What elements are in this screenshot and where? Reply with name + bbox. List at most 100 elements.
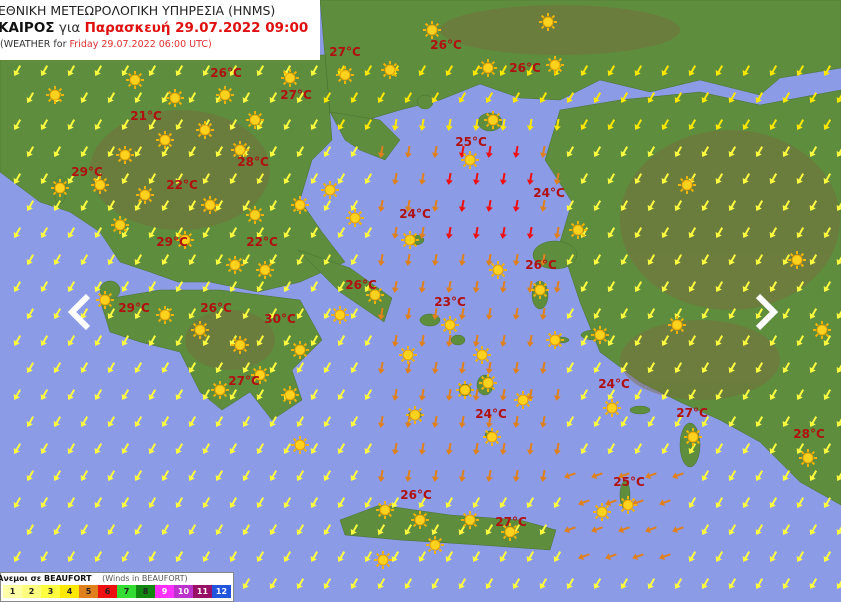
beaufort-level-5: 5 xyxy=(79,585,98,598)
wind-arrow-icon xyxy=(458,199,466,212)
wind-arrow-icon xyxy=(566,362,575,374)
wind-arrow-icon xyxy=(337,281,346,293)
wind-arrow-icon xyxy=(755,254,764,266)
wind-arrow-icon xyxy=(796,497,805,509)
previous-button[interactable] xyxy=(62,292,98,332)
wind-arrow-icon xyxy=(715,389,724,401)
wind-arrow-icon xyxy=(607,443,616,455)
wind-arrow-icon xyxy=(418,118,426,131)
wind-arrow-icon xyxy=(40,281,49,293)
island-thasos xyxy=(416,94,434,110)
wind-arrow-icon xyxy=(229,65,238,77)
wind-arrow-icon xyxy=(823,497,832,509)
land-turkey xyxy=(544,89,841,506)
wind-arrow-icon xyxy=(512,199,520,212)
wind-arrow-icon xyxy=(323,524,332,536)
wind-arrow-icon xyxy=(364,281,373,293)
sun-icon xyxy=(291,341,309,359)
wind-arrow-icon xyxy=(283,119,292,131)
weather-symbols xyxy=(46,13,831,569)
wind-arrow-icon xyxy=(458,578,467,590)
wind-arrow-icon xyxy=(688,65,697,77)
wind-arrow-icon xyxy=(742,281,751,293)
wind-arrow-icon xyxy=(242,470,251,482)
wind-arrow-icon xyxy=(310,227,319,239)
wind-arrow-icon xyxy=(40,173,49,185)
wind-arrow-icon xyxy=(80,92,89,104)
wind-arrow-icon xyxy=(618,526,630,533)
wind-arrow-icon xyxy=(121,65,130,77)
wind-arrow-icon xyxy=(445,226,453,239)
next-button[interactable] xyxy=(748,292,784,332)
wind-arrow-icon xyxy=(269,308,278,320)
wind-arrow-icon xyxy=(769,497,778,509)
wind-arrow-icon xyxy=(580,65,589,77)
beaufort-level-11: 11 xyxy=(193,585,212,598)
wind-arrow-icon xyxy=(13,551,22,563)
wind-arrow-icon xyxy=(202,65,211,77)
wind-arrow-icon xyxy=(364,389,373,401)
wind-arrow-icon xyxy=(526,497,535,509)
wind-arrow-icon xyxy=(161,470,170,482)
temperature-label: 27°C xyxy=(329,45,361,59)
sun-icon xyxy=(291,436,309,454)
sun-icon xyxy=(406,406,424,424)
wind-arrow-icon xyxy=(566,416,575,428)
wind-arrow-icon xyxy=(175,65,184,77)
wind-arrow-icon xyxy=(769,281,778,293)
wind-arrow-icon xyxy=(94,119,103,131)
wind-arrow-icon xyxy=(458,415,466,428)
wind-arrow-icon xyxy=(578,553,590,560)
land-masses xyxy=(0,0,841,551)
wind-arrow-icon xyxy=(715,335,724,347)
wind-arrow-icon xyxy=(13,497,22,509)
wind-arrow-icon xyxy=(134,416,143,428)
wind-arrow-icon xyxy=(256,389,265,401)
wind-arrow-icon xyxy=(175,119,184,131)
weather-label: ΚΑΙΡΟΣ xyxy=(0,20,55,36)
wind-arrow-icon xyxy=(755,524,764,536)
wind-arrow-icon xyxy=(337,443,346,455)
wind-arrow-icon xyxy=(728,308,737,320)
sun-icon xyxy=(423,21,441,39)
wind-arrow-icon xyxy=(593,92,602,104)
wind-arrow-icon xyxy=(67,65,76,77)
wind-arrow-icon xyxy=(53,254,62,266)
wind-arrow-icon xyxy=(728,578,737,590)
wind-arrow-icon xyxy=(472,442,480,455)
wind-arrow-icon xyxy=(364,551,373,563)
wind-arrow-icon xyxy=(472,334,480,347)
wind-arrow-icon xyxy=(526,280,534,293)
wind-arrow-icon xyxy=(80,200,89,212)
wind-arrow-icon xyxy=(391,226,399,239)
wind-arrow-icon xyxy=(782,416,791,428)
wind-arrow-icon xyxy=(445,497,454,509)
wind-arrow-icon xyxy=(242,578,251,590)
wind-arrow-icon xyxy=(580,443,589,455)
wind-arrow-icon xyxy=(647,146,656,158)
wind-arrow-icon xyxy=(809,524,818,536)
wind-arrow-icon xyxy=(472,118,480,131)
wind-arrow-icon xyxy=(418,442,426,455)
wind-arrow-icon xyxy=(620,578,629,590)
temperature-label: 25°C xyxy=(613,475,645,489)
sun-icon xyxy=(176,231,194,249)
wind-arrow-icon xyxy=(593,146,602,158)
wind-arrow-icon xyxy=(445,172,453,185)
wind-arrow-icon xyxy=(175,281,184,293)
wind-arrow-icon xyxy=(296,470,305,482)
wind-arrow-icon xyxy=(94,497,103,509)
wind-arrow-icon xyxy=(499,118,507,131)
beaufort-level-9: 9 xyxy=(155,585,174,598)
wind-arrow-icon xyxy=(458,307,466,320)
wind-arrow-icon xyxy=(431,307,439,320)
wind-arrow-icon xyxy=(40,551,49,563)
wind-arrow-icon xyxy=(809,146,818,158)
wind-arrow-icon xyxy=(40,497,49,509)
sun-icon xyxy=(788,251,806,269)
wind-arrow-icon xyxy=(148,389,157,401)
sun-icon xyxy=(201,196,219,214)
wind-arrow-icon xyxy=(323,578,332,590)
wind-arrow-icon xyxy=(607,65,616,77)
